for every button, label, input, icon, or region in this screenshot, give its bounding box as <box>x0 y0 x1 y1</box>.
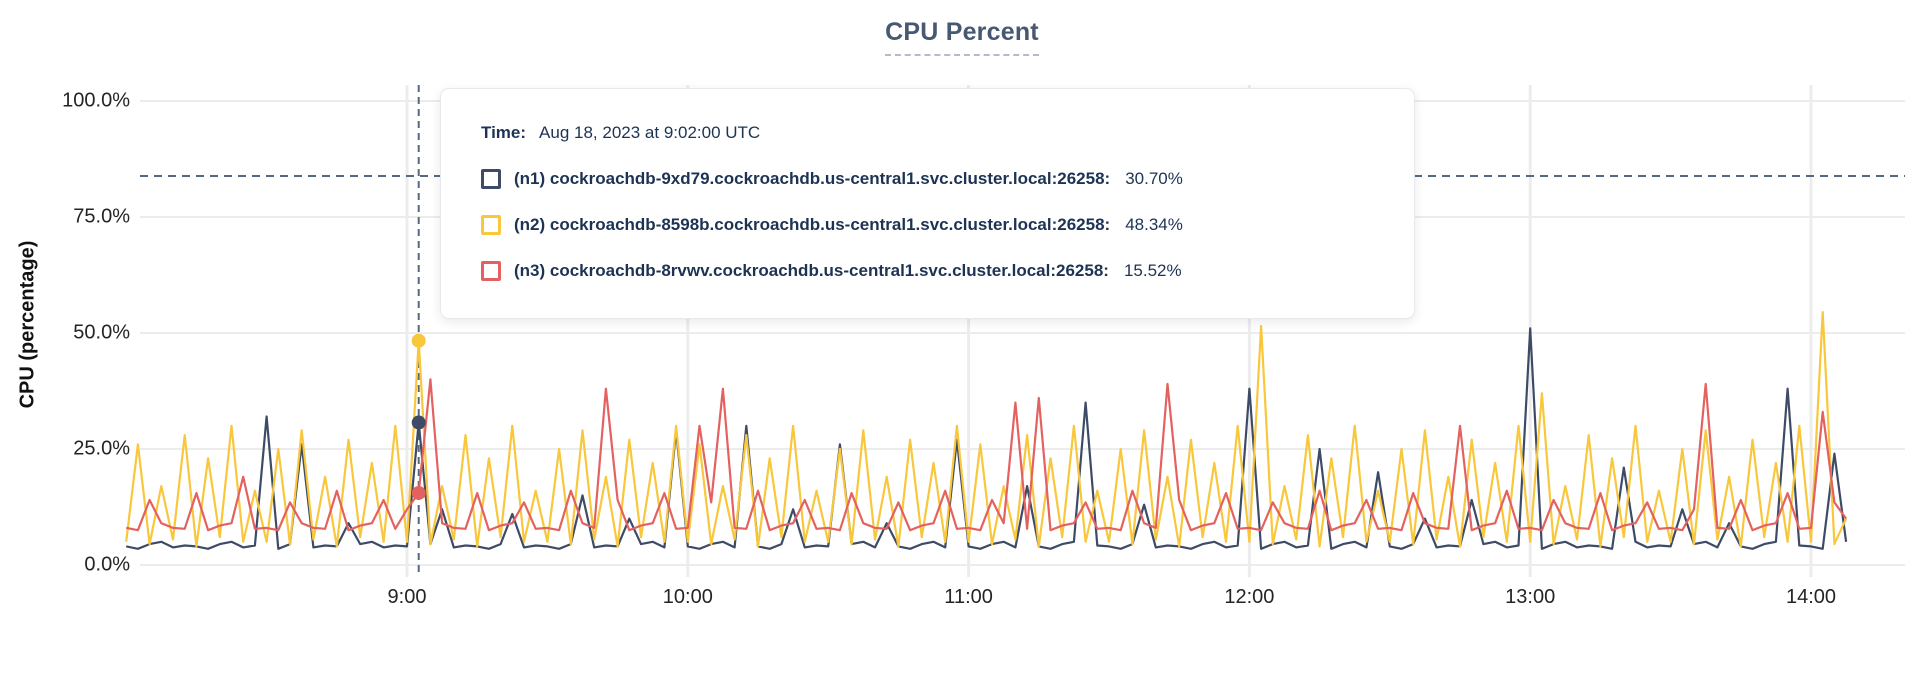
tooltip-time-label: Time: <box>481 123 527 142</box>
tooltip-series-value-n1: 30.70% <box>1125 169 1183 188</box>
tooltip-series-label-n3: (n3) cockroachdb-8rvwv.cockroachdb.us-ce… <box>514 261 1109 280</box>
x-axis-tick-label: 13:00 <box>1505 586 1556 608</box>
legend-swatch-n3-icon <box>481 261 501 281</box>
hover-marker-n3 <box>411 485 426 500</box>
y-axis-tick-label: 75.0% <box>73 205 130 228</box>
hover-marker-n1 <box>411 415 426 430</box>
tooltip-series-label-n2: (n2) cockroachdb-8598b.cockroachdb.us-ce… <box>514 215 1111 234</box>
y-axis-tick-label: 50.0% <box>73 321 130 344</box>
tooltip-series-value-n3: 15.52% <box>1123 261 1182 280</box>
tooltip-time-value: Aug 18, 2023 at 9:02:00 UTC <box>539 123 761 142</box>
y-axis-tick-label: 0.0% <box>84 553 130 576</box>
series-line-n3 <box>125 378 1847 532</box>
x-axis-tick-label: 12:00 <box>1224 586 1275 608</box>
legend-swatch-n2-icon <box>481 215 501 235</box>
x-axis-tick-label: 14:00 <box>1785 586 1837 608</box>
series-line-n1 <box>125 327 1848 550</box>
tooltip-series-row-n2: (n2) cockroachdb-8598b.cockroachdb.us-ce… <box>481 215 1374 235</box>
x-axis-tick-label: 9:00 <box>387 586 427 608</box>
y-axis-tick-label: 25.0% <box>73 437 130 460</box>
hover-marker-n2 <box>411 333 426 348</box>
legend-swatch-n1-icon <box>481 169 501 189</box>
x-axis-tick-label: 10:00 <box>662 586 713 608</box>
tooltip-series-row-n3: (n3) cockroachdb-8rvwv.cockroachdb.us-ce… <box>481 261 1374 281</box>
series-line-n2 <box>125 311 1848 548</box>
tooltip-series-label-n1: (n1) cockroachdb-9xd79.cockroachdb.us-ce… <box>514 169 1111 188</box>
tooltip-time-row: Time: Aug 18, 2023 at 9:02:00 UTC <box>481 123 1374 143</box>
chart-title[interactable]: CPU Percent <box>885 18 1039 56</box>
chart-title-row: CPU Percent <box>0 18 1924 56</box>
x-axis-tick-label: 11:00 <box>944 586 993 608</box>
hover-tooltip: Time: Aug 18, 2023 at 9:02:00 UTC (n1) c… <box>440 88 1415 319</box>
tooltip-series-value-n2: 48.34% <box>1125 215 1183 234</box>
y-axis-tick-label: 100.0% <box>62 89 130 112</box>
tooltip-series-row-n1: (n1) cockroachdb-9xd79.cockroachdb.us-ce… <box>481 169 1374 189</box>
